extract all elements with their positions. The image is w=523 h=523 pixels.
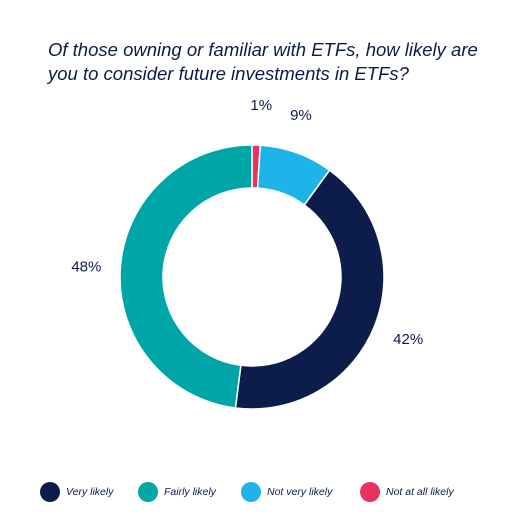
slice-fairly-likely — [119, 144, 253, 409]
legend-item-not-at-all-likely: Not at all likely — [360, 482, 454, 502]
labels-group: 1% 9% 42% 48% — [71, 97, 423, 348]
slices-group — [119, 144, 385, 410]
data-label-not-at-all-likely: 1% — [250, 97, 272, 114]
legend-item-not-very-likely: Not very likely — [241, 482, 332, 502]
legend-swatch-not-at-all-likely — [360, 482, 380, 502]
slice-very-likely — [234, 169, 385, 410]
legend-label-not-at-all-likely: Not at all likely — [386, 486, 454, 498]
legend-swatch-not-very-likely — [241, 482, 261, 502]
legend-label-fairly-likely: Fairly likely — [164, 486, 216, 498]
legend-item-fairly-likely: Fairly likely — [138, 482, 216, 502]
legend-swatch-fairly-likely — [138, 482, 158, 502]
chart-title: Of those owning or familiar with ETFs, h… — [48, 39, 478, 84]
legend-item-very-likely: Very likely — [40, 482, 113, 502]
legend-label-not-very-likely: Not very likely — [267, 486, 333, 498]
legend-label-very-likely: Very likely — [66, 486, 114, 498]
data-label-very-likely: 42% — [393, 331, 423, 348]
data-label-fairly-likely: 48% — [71, 258, 101, 275]
legend-swatch-very-likely — [40, 482, 60, 502]
data-label-not-very-likely: 9% — [290, 107, 312, 124]
